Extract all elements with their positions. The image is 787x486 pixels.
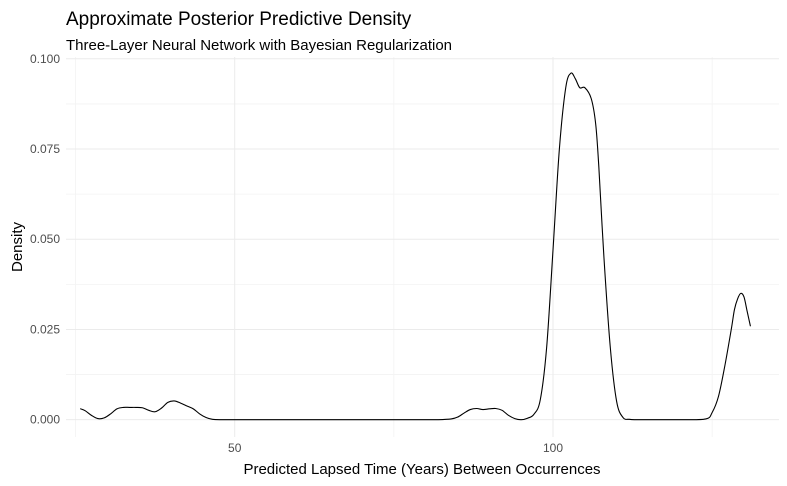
y-axis-title: Density (9, 221, 26, 272)
y-tick-label: 0.100 (30, 52, 60, 66)
density-curve (80, 72, 751, 421)
y-axis-tick-labels: 0.000 0.025 0.050 0.075 0.100 (30, 52, 60, 427)
y-tick-label: 0.075 (30, 142, 60, 156)
y-tick-label: 0.050 (30, 232, 60, 246)
x-tick-label: 100 (543, 441, 563, 455)
grid (66, 57, 779, 437)
x-axis-title: Predicted Lapsed Time (Years) Between Oc… (243, 461, 600, 478)
x-tick-label: 50 (228, 441, 242, 455)
chart-title: Approximate Posterior Predictive Density (66, 9, 412, 30)
y-tick-label: 0.000 (30, 413, 60, 427)
plot-area (80, 72, 751, 421)
x-axis-tick-labels: 50 100 (228, 441, 563, 455)
chart-subtitle: Three-Layer Neural Network with Bayesian… (66, 37, 452, 54)
y-tick-label: 0.025 (30, 322, 60, 336)
